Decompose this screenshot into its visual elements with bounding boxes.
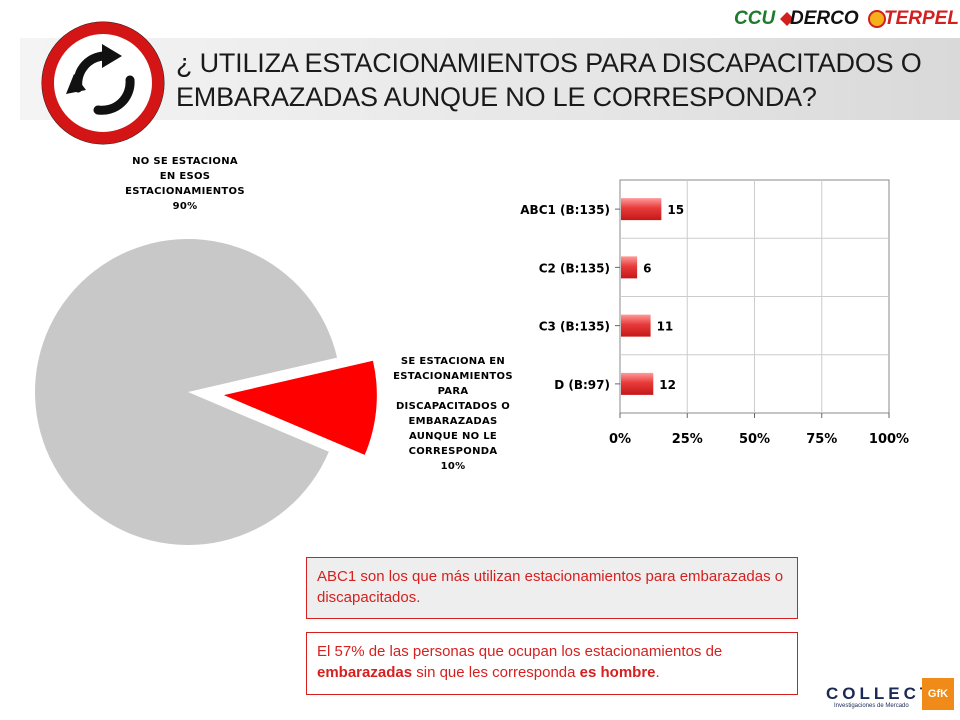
bar-category-label: C2 (B:135) xyxy=(539,261,610,275)
bar-value-label: 15 xyxy=(667,203,684,217)
bar-tick-label-x: 0% xyxy=(609,432,631,447)
bar xyxy=(621,372,654,395)
collect-subtitle: Investigaciones de Mercado xyxy=(834,703,909,709)
derco-logo: DERCO xyxy=(790,8,859,29)
bar-tick-label-x: 75% xyxy=(806,432,837,447)
insight-note-2: El 57% de las personas que ocupan los es… xyxy=(306,632,798,695)
bar xyxy=(621,314,651,337)
pie-slice-se-estaciona xyxy=(223,360,377,455)
pie-slice-no-se-estaciona xyxy=(34,239,338,546)
collect-brand: COLLECT xyxy=(826,684,935,703)
bold-es-hombre: es hombre xyxy=(579,664,656,681)
pie-label-yes: SE ESTACIONA EN ESTACIONAMIENTOS PARA DI… xyxy=(393,356,513,472)
gfk-logo: GfK xyxy=(922,678,954,710)
bar-tick-label-x: 100% xyxy=(869,432,909,447)
terpel-logo: TERPEL xyxy=(884,8,959,29)
bar-value-label: 6 xyxy=(643,261,651,275)
bold-embarazadas: embarazadas xyxy=(317,664,413,681)
bar-category-label: ABC1 (B:135) xyxy=(520,203,610,217)
bar-value-label: 12 xyxy=(659,378,676,392)
header-band xyxy=(20,38,960,120)
bar xyxy=(621,198,662,221)
title-line-2: EMBARAZADAS AUNQUE NO LE CORRESPONDA? xyxy=(176,82,817,112)
bar-tick-label-x: 50% xyxy=(739,432,770,447)
bar xyxy=(621,256,638,279)
u-turn-sign-icon xyxy=(41,21,165,145)
bar-category-label: C3 (B:135) xyxy=(539,320,610,334)
collect-gfk-logo: COLLECT Investigaciones de Mercado GfK xyxy=(826,678,956,714)
page-title: ¿ UTILIZA ESTACIONAMIENTOS PARA DISCAPAC… xyxy=(176,46,946,114)
bar-category-label: D (B:97) xyxy=(554,378,610,392)
terpel-sun-icon xyxy=(868,10,886,28)
bar-value-label: 11 xyxy=(657,320,674,334)
derco-diamond-icon xyxy=(780,12,794,26)
ccu-logo: CCU xyxy=(734,8,776,29)
sponsor-logos: CCU DERCO TERPEL xyxy=(734,6,959,34)
pie-label-no: NO SE ESTACIONA EN ESOS ESTACIONAMIENTOS… xyxy=(125,156,245,212)
title-line-1: ¿ UTILIZA ESTACIONAMIENTOS PARA DISCAPAC… xyxy=(176,48,922,78)
bar-tick-label-x: 25% xyxy=(672,432,703,447)
insight-note-1: ABC1 son los que más utilizan estacionam… xyxy=(306,557,798,619)
